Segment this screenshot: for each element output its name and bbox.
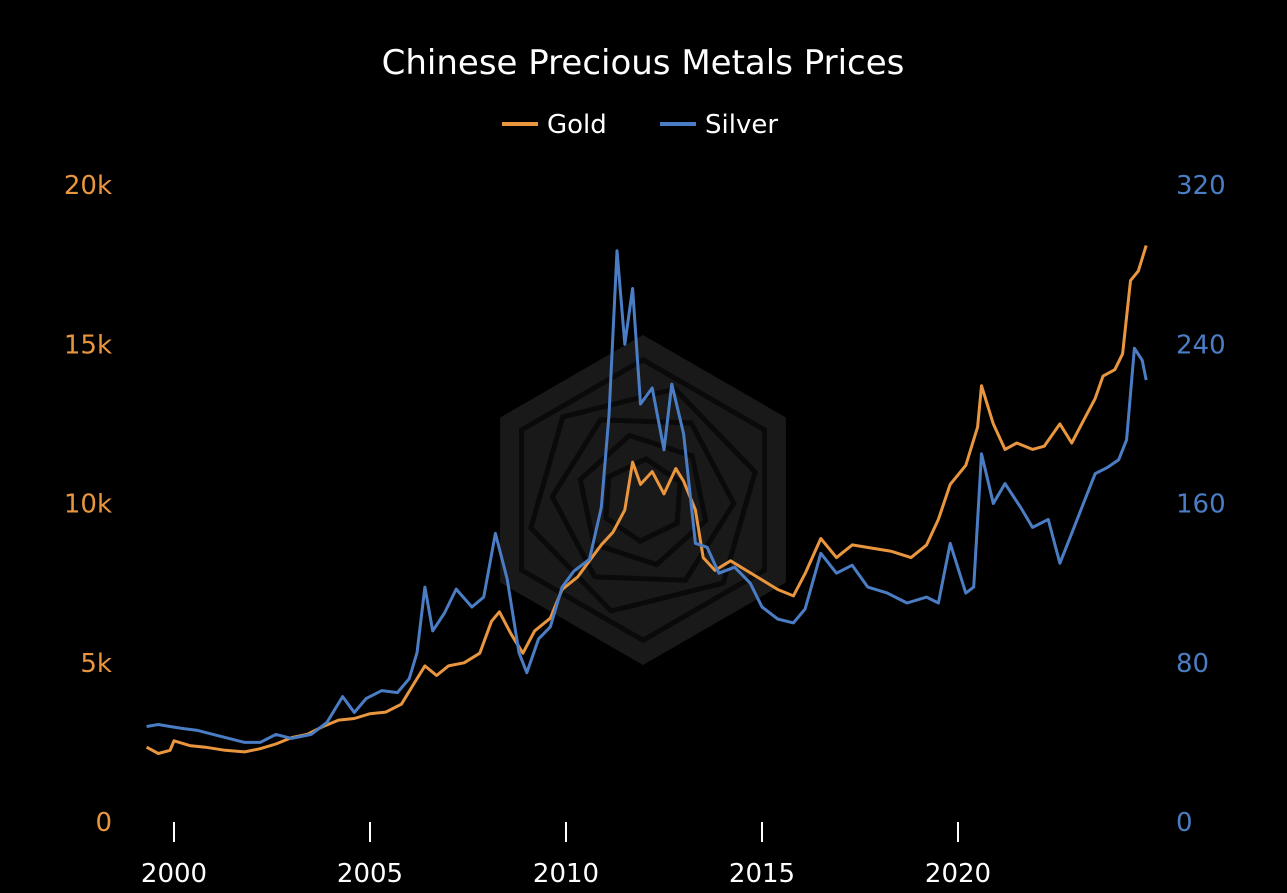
left-tick-label: 10k [64,490,112,520]
right-axis-ticks: 0 80 160 240 320 [1176,171,1226,838]
watermark-swirl [519,356,767,644]
legend: Gold Silver [502,110,778,140]
right-tick-label: 320 [1176,171,1226,201]
x-tick-label: 2020 [925,859,991,889]
left-tick-label: 5k [80,649,112,679]
chart-title: Chinese Precious Metals Prices [382,43,905,83]
watermark-swirl [528,386,758,614]
watermark-swirl [603,456,683,544]
left-tick-label: 20k [64,171,112,201]
watermark-swirl [549,417,737,583]
series-line-gold [145,245,1148,755]
series-line-silver [146,249,1148,744]
right-tick-label: 240 [1176,330,1226,360]
left-tick-label: 15k [64,330,112,360]
x-tick-label: 2015 [729,859,795,889]
x-tick-label: 2010 [533,859,599,889]
x-tick-label: 2005 [337,859,403,889]
legend-gold-label: Gold [547,110,607,140]
left-tick-label: 0 [95,808,112,838]
right-tick-label: 80 [1176,649,1209,679]
watermark-logo [500,335,786,665]
series-layer [145,245,1148,755]
right-tick-label: 160 [1176,490,1226,520]
legend-silver-label: Silver [705,110,778,140]
left-axis-ticks: 0 5k 10k 15k 20k [64,171,112,838]
legend-item-gold[interactable]: Gold [502,110,607,140]
right-tick-label: 0 [1176,808,1193,838]
x-tick-label: 2000 [141,859,207,889]
watermark-hexagon [500,335,786,665]
x-axis: 2000 2005 2010 2015 2020 [141,822,991,889]
legend-item-silver[interactable]: Silver [660,110,778,140]
